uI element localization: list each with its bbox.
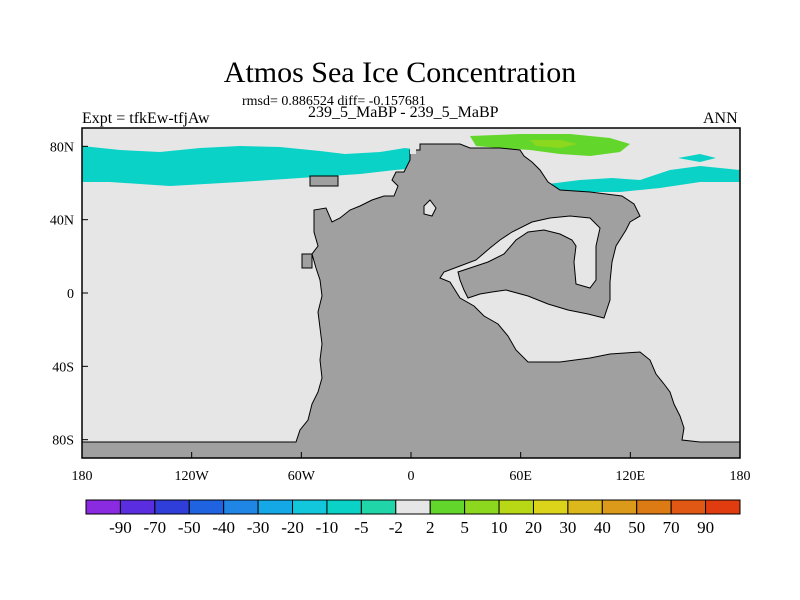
- arctic-diff-region-negative: [82, 146, 420, 186]
- season-label: ANN: [703, 110, 738, 127]
- land-mass: [81, 143, 741, 459]
- colorbar-swatch: [567, 499, 603, 515]
- x-tick-label: 180: [72, 469, 93, 484]
- colorbar-swatch: [326, 499, 362, 515]
- colorbar-swatch: [85, 499, 121, 515]
- experiment-label: Expt = tfkEw-tfjAw: [82, 110, 210, 127]
- arctic-diff-region-negative-east: [548, 166, 740, 192]
- arctic-diff-region-negative-east-2: [678, 154, 716, 162]
- colorbar-swatch: [119, 499, 156, 515]
- y-tick-label: 40N: [50, 214, 74, 229]
- colorbar-label: 20: [525, 518, 542, 537]
- colorbar-label: -90: [109, 518, 132, 537]
- y-tick-label: 80N: [50, 140, 74, 155]
- colorbar-swatch: [188, 499, 225, 515]
- colorbar-swatch: [154, 499, 190, 515]
- arctic-diff-region-positive-strong: [530, 140, 578, 148]
- colorbar-label: -2: [389, 518, 403, 537]
- colorbar-swatch: [395, 499, 431, 515]
- colorbar-label: 40: [594, 518, 611, 537]
- colorbar-swatch: [670, 499, 707, 515]
- colorbar-label: -40: [212, 518, 235, 537]
- map-panel: [81, 127, 741, 459]
- colorbar-swatch: [223, 499, 259, 515]
- x-tick-label: 60W: [288, 469, 316, 484]
- page-title: Atmos Sea Ice Concentration: [223, 56, 577, 89]
- rmsd-diff-stats: rmsd= 0.886524 diff= -0.157681: [242, 94, 426, 109]
- colorbar: -90 -70 -50 -40 -30 -20 -10 -5 -2 2 5 10 20 30 40 50 70 9…: [85, 499, 741, 537]
- x-tick-label: 180: [730, 469, 751, 484]
- colorbar-swatch: [636, 499, 672, 515]
- colorbar-swatch: [705, 499, 741, 515]
- colorbar-label: 90: [697, 518, 714, 537]
- colorbar-label: -70: [144, 518, 167, 537]
- x-tick-label: 60E: [509, 469, 532, 484]
- colorbar-label: -50: [178, 518, 201, 537]
- period-subtitle: 239_5_MaBP - 239_5_MaBP: [308, 104, 499, 121]
- colorbar-swatch: [429, 499, 466, 515]
- colorbar-label: 30: [559, 518, 576, 537]
- colorbar-label: -10: [316, 518, 339, 537]
- colorbar-label: 5: [460, 518, 469, 537]
- colorbar-swatch: [532, 499, 569, 515]
- colorbar-swatch: [601, 499, 638, 515]
- x-tick-label: 120W: [175, 469, 210, 484]
- colorbar-label: 10: [491, 518, 508, 537]
- colorbar-label: -20: [281, 518, 304, 537]
- colorbar-swatch: [257, 499, 294, 515]
- colorbar-label: 50: [628, 518, 645, 537]
- x-axis: 180 120W 60W 0 60E 120E 180: [72, 452, 751, 484]
- colorbar-swatch: [464, 499, 500, 515]
- y-axis: 80N 40N 0 40S 80S: [50, 140, 88, 449]
- land-island-2: [301, 253, 313, 269]
- colorbar-label: 2: [426, 518, 435, 537]
- colorbar-swatch: [360, 499, 397, 515]
- colorbar-label: -5: [354, 518, 368, 537]
- land-island: [309, 175, 339, 187]
- x-tick-label: 120E: [616, 469, 646, 484]
- colorbar-label: 70: [663, 518, 680, 537]
- colorbar-label: -30: [247, 518, 270, 537]
- colorbar-swatch: [498, 499, 534, 515]
- y-tick-label: 80S: [52, 434, 74, 449]
- y-tick-label: 40S: [52, 360, 74, 375]
- y-tick-label: 0: [67, 287, 74, 302]
- x-tick-label: 0: [408, 469, 415, 484]
- land-inlet: [410, 148, 416, 154]
- colorbar-swatch: [292, 499, 328, 515]
